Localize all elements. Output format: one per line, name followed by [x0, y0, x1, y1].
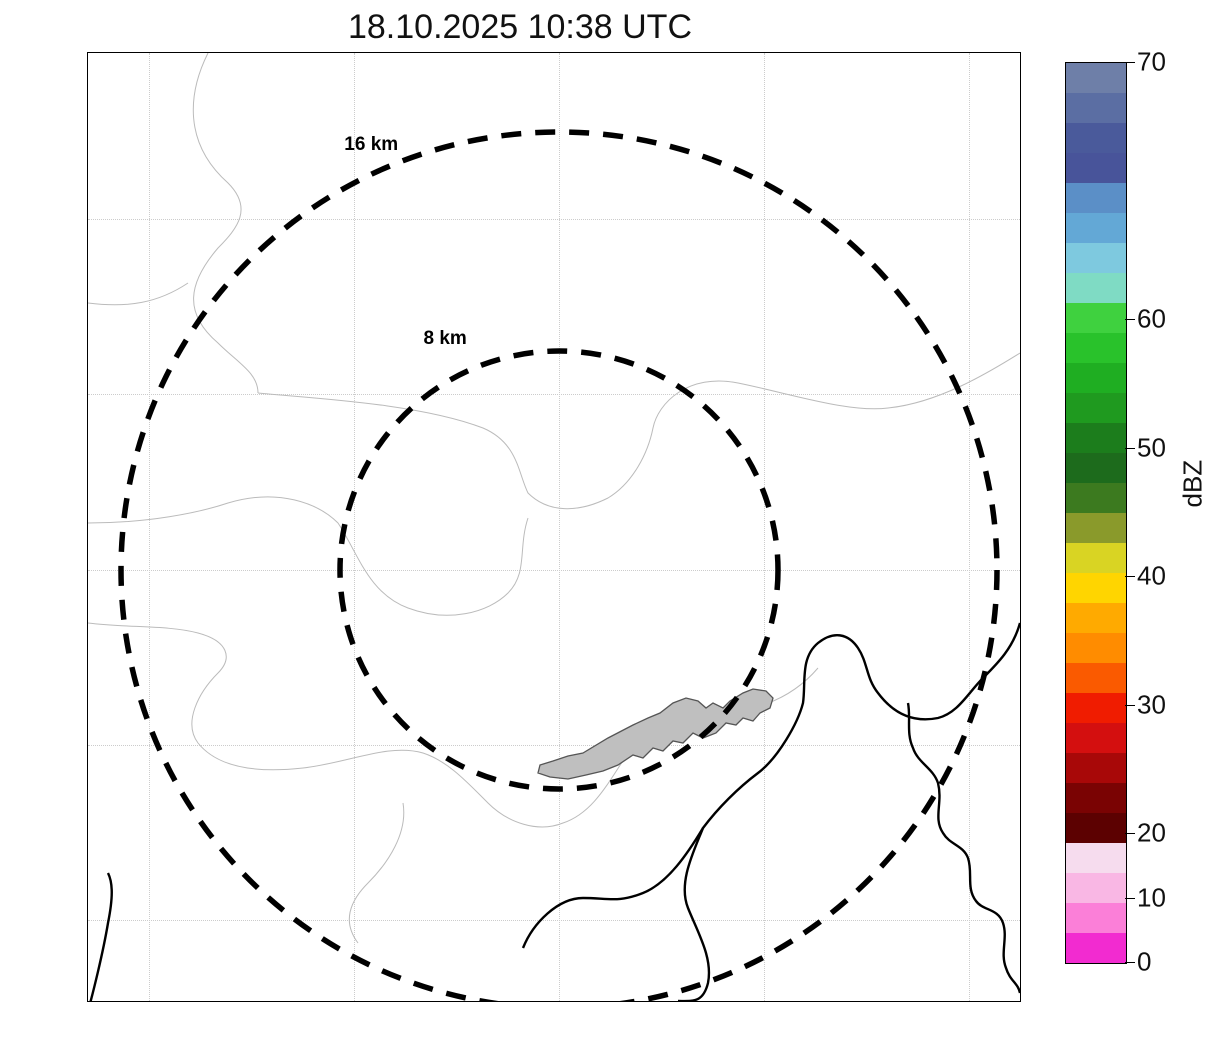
cb-tick-50: 50 — [1137, 432, 1166, 463]
page-title: 18.10.2025 10:38 UTC — [0, 8, 1040, 47]
cb-tick-40: 40 — [1137, 561, 1166, 592]
cb-tick-20: 20 — [1137, 818, 1166, 849]
range-circle-8km — [340, 351, 778, 789]
cb-tick-70: 70 — [1137, 47, 1166, 78]
colorbar-strip — [1065, 62, 1127, 964]
radar-map-root: 18.10.2025 10:38 UTC — [0, 0, 1207, 1064]
range-label-16km: 16 km — [344, 134, 398, 156]
colorbar[interactable]: 70 60 50 40 30 20 10 0 dBZ — [1065, 62, 1125, 962]
cb-tick-60: 60 — [1137, 304, 1166, 335]
range-label-8km: 8 km — [424, 328, 467, 350]
map-features-svg — [88, 53, 1020, 1001]
range-circle-16km — [121, 132, 997, 1002]
cb-tick-10: 10 — [1137, 882, 1166, 913]
map-plot-area[interactable]: 8 km 16 km 6°E 6.1°E 6.2°E 6.3°E 6.4°E 4… — [87, 52, 1021, 1002]
cb-tick-0: 0 — [1137, 947, 1151, 978]
cb-tick-30: 30 — [1137, 689, 1166, 720]
colorbar-title: dBZ — [1178, 460, 1207, 508]
